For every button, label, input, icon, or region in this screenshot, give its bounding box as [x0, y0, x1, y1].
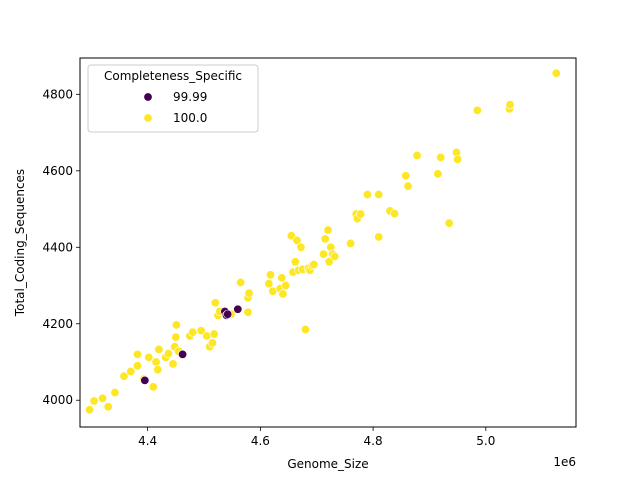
- point-100-0: [551, 68, 561, 78]
- point-100-0: [236, 277, 246, 287]
- point-100-0: [290, 257, 300, 267]
- point-100-0: [266, 270, 276, 280]
- legend: Completeness_Specific 99.99 100.0: [87, 64, 259, 133]
- point-100-0: [374, 232, 384, 242]
- point-100-0: [144, 352, 154, 362]
- point-100-0: [98, 393, 108, 403]
- data-points: [85, 68, 561, 415]
- legend-label: 99.99: [173, 90, 207, 104]
- point-100-0: [154, 344, 164, 354]
- point-100-0: [390, 209, 400, 219]
- point-100-0: [444, 218, 454, 228]
- y-tick-label: 4200: [42, 317, 73, 331]
- point-100-0: [318, 249, 328, 259]
- point-100-0: [148, 382, 158, 392]
- point-100-0: [324, 257, 334, 267]
- point-100-0: [374, 190, 384, 200]
- point-100-0: [188, 327, 198, 337]
- point-100-0: [330, 251, 340, 261]
- x-tick-label: 4.4: [138, 434, 157, 448]
- point-100-0: [356, 209, 366, 219]
- point-100-0: [210, 298, 220, 308]
- point-100-0: [103, 402, 113, 412]
- point-100-0: [362, 190, 372, 200]
- point-100-0: [472, 105, 482, 115]
- point-99-99: [233, 304, 243, 314]
- x-tick-label: 4.8: [364, 434, 383, 448]
- y-axis-ticks: 4000 4200 4400 4600 4800: [42, 87, 80, 407]
- point-100-0: [323, 225, 333, 235]
- legend-label: 100.0: [173, 111, 207, 125]
- x-tick-label: 5.0: [476, 434, 495, 448]
- legend-entries: 99.99 100.0: [143, 90, 207, 125]
- point-100-0: [126, 367, 136, 377]
- point-100-0: [300, 324, 310, 334]
- y-tick-label: 4000: [42, 393, 73, 407]
- point-100-0: [278, 289, 288, 299]
- point-100-0: [296, 242, 306, 252]
- legend-title: Completeness_Specific: [104, 69, 242, 83]
- point-100-0: [171, 332, 181, 342]
- point-100-0: [436, 152, 446, 162]
- point-100-0: [153, 365, 163, 375]
- point-100-0: [196, 326, 206, 336]
- point-99-99: [223, 309, 233, 319]
- point-100-0: [171, 320, 181, 330]
- point-100-0: [89, 396, 99, 406]
- x-axis-label: Genome_Size: [287, 457, 368, 471]
- point-100-0: [412, 151, 422, 161]
- point-100-0: [163, 349, 173, 359]
- y-axis-label: Total_Coding_Sequences: [13, 169, 27, 317]
- point-100-0: [505, 100, 515, 110]
- point-100-0: [453, 154, 463, 164]
- point-100-0: [110, 388, 120, 398]
- point-100-0: [85, 405, 95, 415]
- point-100-0: [309, 259, 319, 269]
- y-tick-label: 4600: [42, 164, 73, 178]
- legend-marker: [143, 113, 153, 123]
- x-axis-ticks: 4.4 4.6 4.8 5.0: [138, 427, 495, 448]
- y-tick-label: 4800: [42, 87, 73, 101]
- x-tick-label: 4.6: [251, 434, 270, 448]
- point-100-0: [202, 331, 212, 341]
- point-100-0: [403, 181, 413, 191]
- y-tick-label: 4400: [42, 240, 73, 254]
- point-100-0: [320, 234, 330, 244]
- point-100-0: [401, 171, 411, 181]
- point-100-0: [168, 359, 178, 369]
- legend-marker: [143, 92, 153, 102]
- point-100-0: [207, 338, 217, 348]
- point-100-0: [244, 288, 254, 298]
- point-100-0: [151, 357, 161, 367]
- point-100-0: [292, 235, 302, 245]
- point-100-0: [433, 169, 443, 179]
- legend-box: [87, 64, 259, 133]
- point-100-0: [243, 307, 253, 317]
- point-99-99: [178, 349, 188, 359]
- point-100-0: [119, 371, 129, 381]
- point-100-0: [132, 361, 142, 371]
- point-100-0: [277, 273, 287, 283]
- point-99-99: [140, 375, 150, 385]
- x-axis-offset-label: 1e6: [553, 455, 576, 469]
- point-100-0: [346, 238, 356, 248]
- point-100-0: [264, 279, 274, 289]
- point-100-0: [132, 349, 142, 359]
- point-100-0: [281, 281, 291, 291]
- point-100-0: [209, 329, 219, 339]
